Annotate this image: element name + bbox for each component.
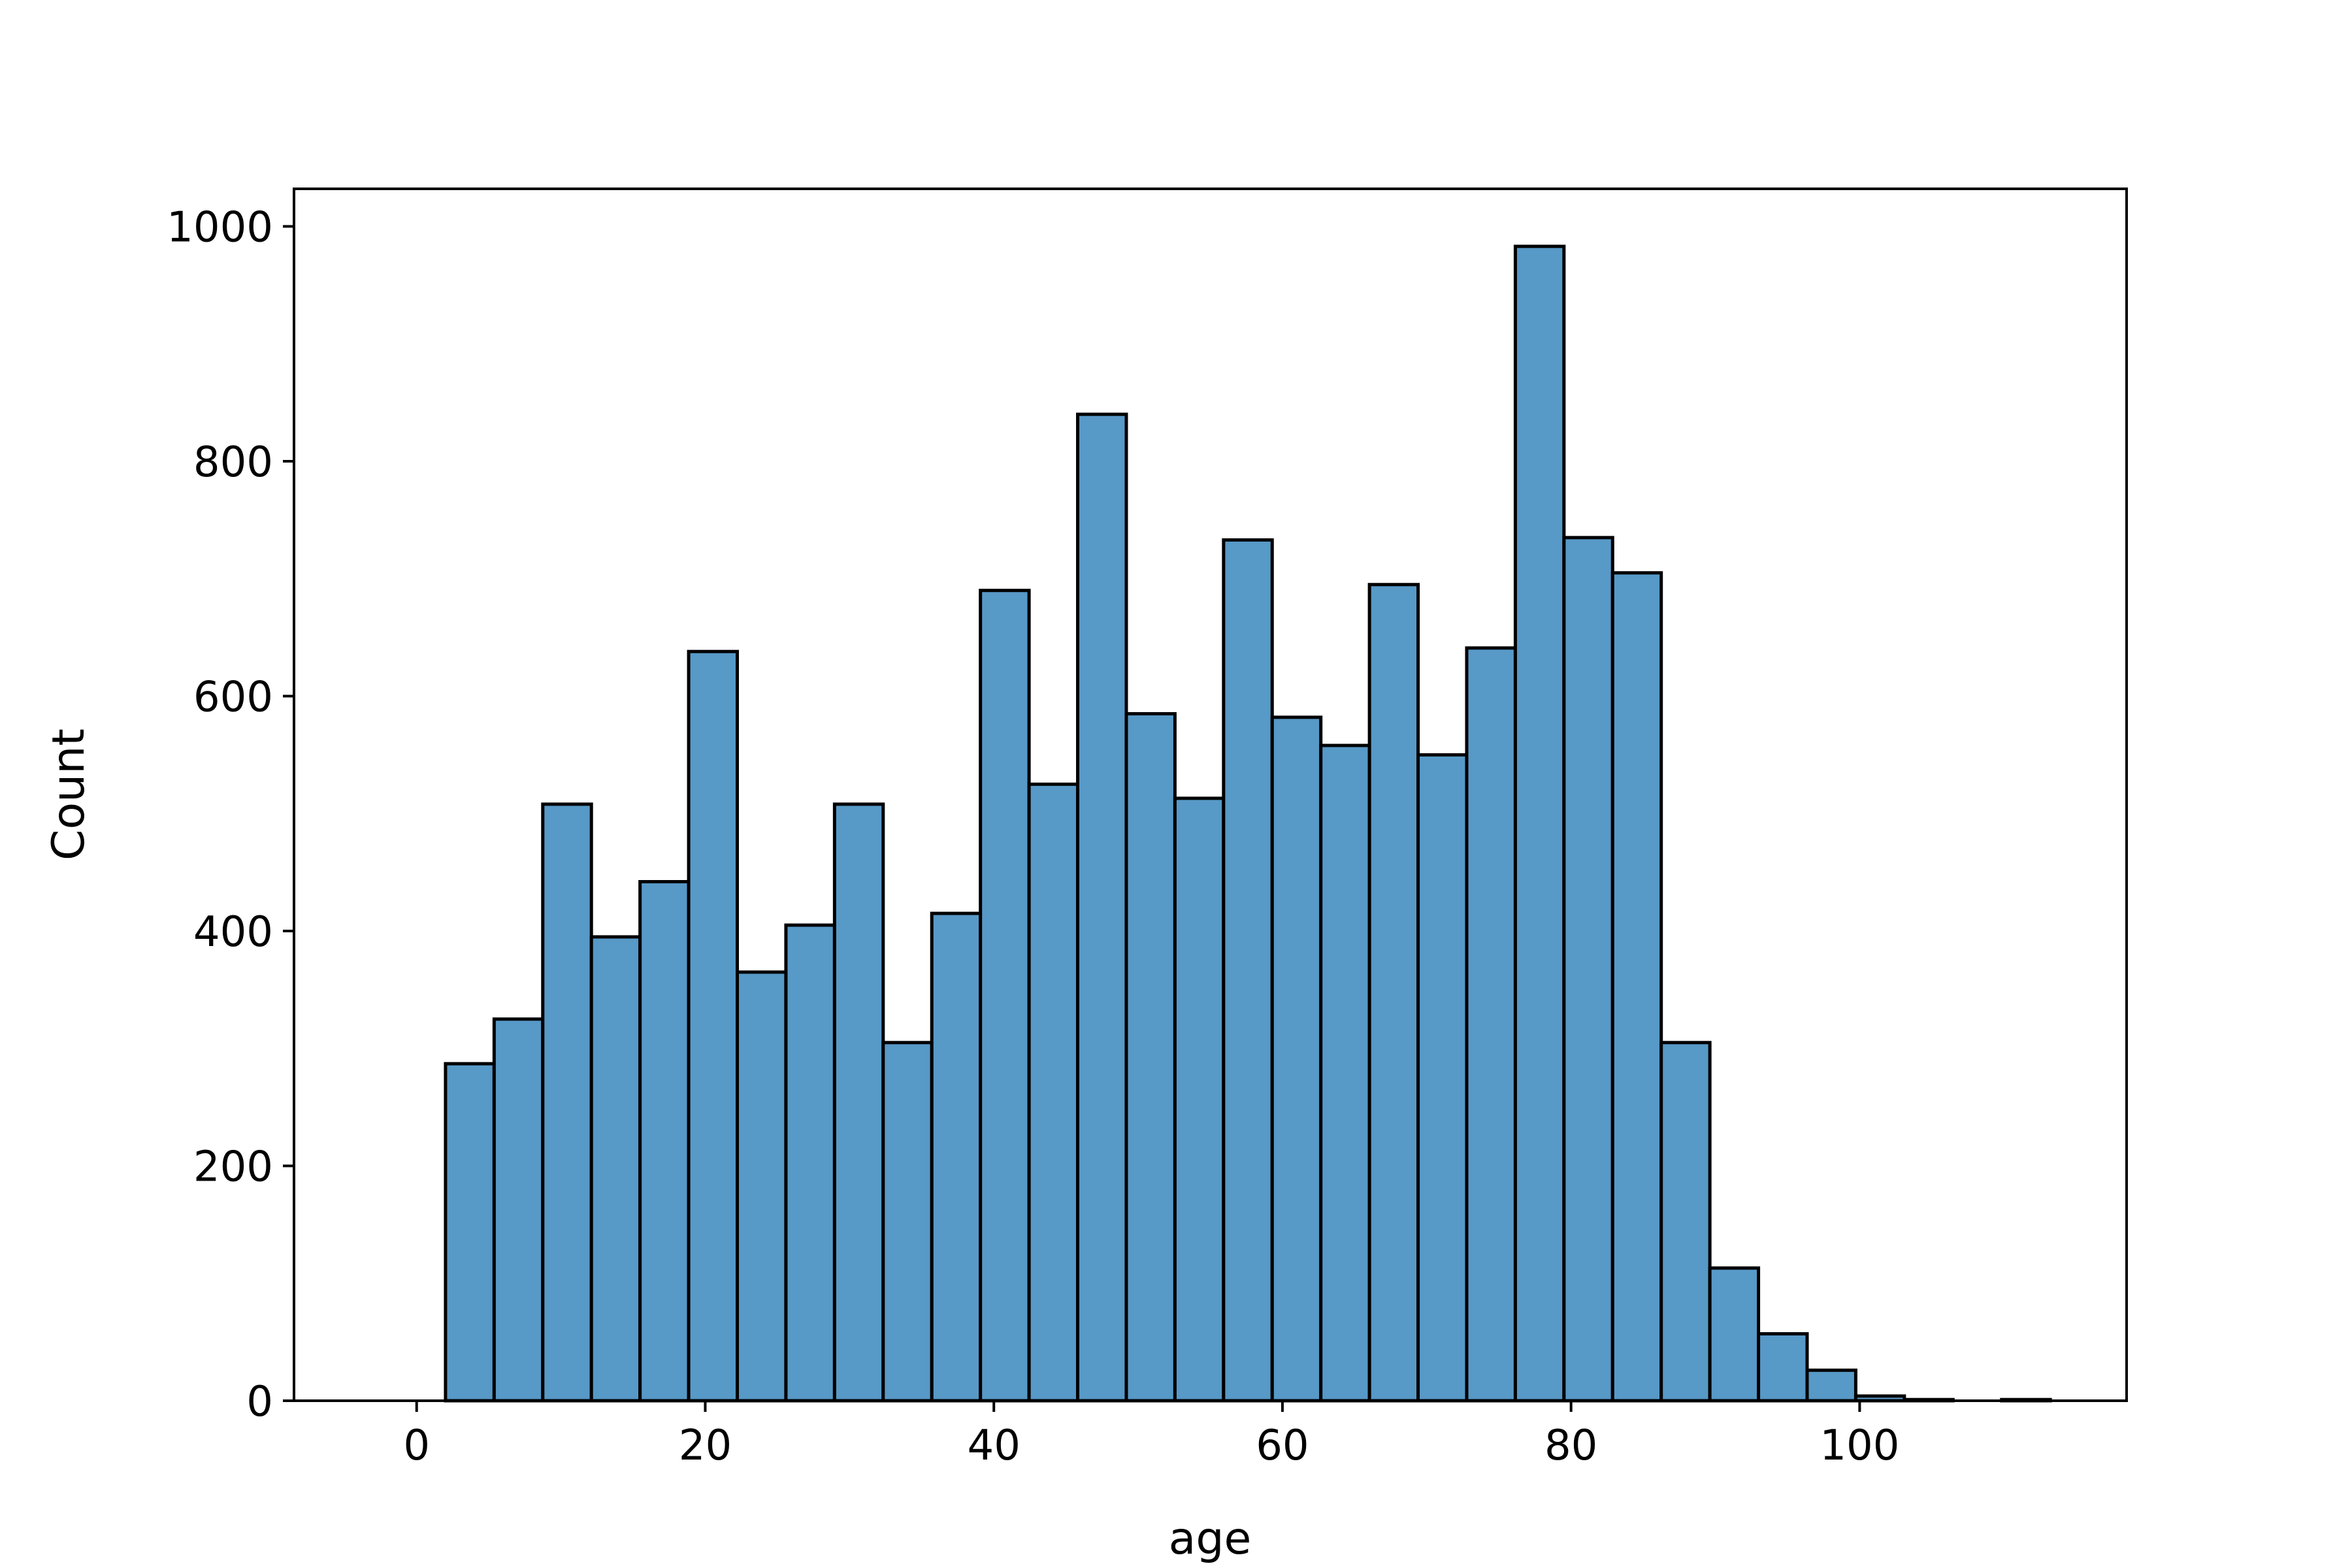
x-tick-label: 0 (403, 1422, 430, 1470)
x-axis-label: age (1169, 1513, 1252, 1565)
x-tick-label: 40 (967, 1422, 1020, 1470)
histogram-bar-20 (1416, 753, 1469, 1403)
x-tick-label: 80 (1544, 1422, 1597, 1470)
histogram-bar-15 (1173, 796, 1226, 1403)
histogram-bar-19 (1367, 583, 1420, 1403)
histogram-bar-10 (930, 911, 983, 1403)
y-tick-label: 600 (193, 674, 273, 722)
histogram-bar-14 (1124, 711, 1177, 1403)
histogram-bar-13 (1076, 412, 1128, 1403)
histogram-bar-2 (541, 802, 593, 1403)
histogram-bar-5 (687, 649, 740, 1403)
histogram-bar-21 (1465, 646, 1517, 1403)
histogram-bar-3 (589, 935, 642, 1403)
histogram-bar-16 (1222, 538, 1274, 1403)
y-axis-label: Count (43, 728, 95, 860)
histogram-bar-9 (881, 1041, 934, 1403)
histogram-bar-4 (638, 880, 691, 1403)
y-tick-label: 400 (193, 908, 273, 956)
histogram-bar-28 (1805, 1368, 1857, 1403)
y-tick-label: 0 (246, 1378, 273, 1426)
histogram-bar-1 (492, 1017, 545, 1403)
histogram-bar-23 (1562, 536, 1614, 1403)
histogram-bar-12 (1027, 782, 1080, 1403)
histogram-bar-18 (1319, 743, 1371, 1403)
x-axis-ticks: 0 20 40 60 80 100 (403, 1401, 1899, 1470)
histogram-bar-25 (1659, 1041, 1712, 1403)
histogram-bar-6 (736, 970, 788, 1403)
histogram-bar-8 (832, 802, 885, 1403)
y-tick-label: 1000 (167, 204, 273, 252)
y-tick-label: 200 (193, 1143, 273, 1192)
histogram-bar-11 (979, 589, 1031, 1403)
y-axis-ticks: 0 200 400 600 800 1000 (167, 204, 294, 1426)
x-tick-label: 20 (679, 1422, 732, 1470)
x-tick-label: 100 (1820, 1422, 1899, 1470)
bar-group (444, 244, 2052, 1403)
x-tick-label: 60 (1256, 1422, 1309, 1470)
axes-frame (293, 188, 2128, 1402)
histogram-bar-17 (1270, 715, 1323, 1403)
histogram-bar-27 (1757, 1332, 1809, 1403)
histogram-bar-22 (1513, 244, 1566, 1403)
y-tick-label: 800 (193, 438, 273, 487)
histogram-bar-24 (1610, 571, 1663, 1403)
histogram-bar-7 (784, 923, 836, 1403)
histogram-bar-26 (1708, 1266, 1761, 1403)
histogram-bar-0 (444, 1062, 496, 1403)
